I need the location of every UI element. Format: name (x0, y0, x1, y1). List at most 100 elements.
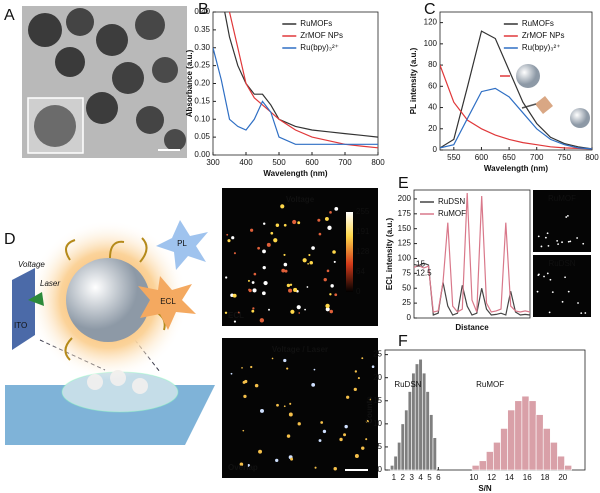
y-tick-label: 0 (407, 313, 412, 322)
spot (280, 204, 285, 209)
spot (325, 303, 330, 309)
y-tick-label: 0.30 (194, 43, 210, 52)
spot (537, 235, 540, 238)
spot (231, 236, 235, 240)
y-tick-label: 100 (398, 254, 412, 263)
spot (293, 287, 298, 293)
spot (227, 239, 231, 243)
panel-label: B (198, 1, 209, 18)
spot (333, 467, 337, 471)
x-axis-label: Wavelength (nm) (263, 169, 327, 178)
spot (569, 240, 572, 243)
spot (288, 412, 293, 417)
spot (297, 422, 301, 426)
spot (275, 223, 280, 227)
inset-label: RuDSN (548, 259, 575, 268)
inset-image (533, 255, 591, 317)
spot (262, 266, 266, 270)
y-tick-label: 0.05 (194, 132, 210, 141)
y-tick-label: 0.35 (194, 25, 210, 34)
spot (318, 232, 322, 236)
spot (547, 244, 550, 247)
spot (253, 272, 257, 276)
x-tick-label: 4 (418, 473, 423, 482)
schematic-label: ECL (160, 297, 176, 306)
spot (344, 424, 348, 429)
spot (343, 433, 347, 437)
spot (576, 237, 579, 239)
spot (304, 308, 306, 311)
legend-label: ZrMOF NPs (522, 31, 565, 40)
spot (290, 457, 294, 461)
x-tick-label: 550 (447, 153, 461, 162)
x-tick-label: 800 (585, 153, 599, 162)
schematic (5, 220, 215, 445)
spot (326, 269, 330, 273)
spot (567, 290, 570, 293)
spot (546, 272, 549, 275)
spot (283, 262, 288, 267)
legend-label: RuDSN (438, 197, 465, 206)
legend-label: ZrMOF NPs (300, 31, 343, 40)
colorbar-label: 255 (356, 207, 370, 216)
spot (290, 309, 295, 314)
series-line (414, 192, 530, 313)
tem-image (22, 6, 187, 158)
y-tick-label: 0.40 (194, 7, 210, 16)
spot (544, 236, 547, 239)
spot (333, 260, 336, 263)
hist-bar (507, 409, 516, 471)
spot (330, 284, 334, 288)
y-axis-label: Absorbance (a.u.) (185, 49, 194, 117)
x-axis-label: S/N (478, 484, 492, 493)
spot (543, 275, 545, 278)
spot (537, 274, 540, 277)
x-tick-label: 5 (427, 473, 432, 482)
y-tick-label: 0 (433, 145, 438, 154)
colorbar-label: 128 (356, 247, 370, 256)
hist-bar (535, 414, 544, 471)
spot (577, 302, 579, 304)
spot (289, 402, 292, 405)
spot (564, 276, 566, 279)
x-tick-label: 700 (530, 153, 544, 162)
x-tick-label: 800 (371, 158, 385, 167)
hist-bar (429, 414, 434, 471)
x-tick-label: 300 (206, 158, 220, 167)
spot (296, 305, 301, 310)
hist-bar (471, 465, 480, 471)
spot (329, 211, 332, 214)
spot (297, 221, 301, 225)
spot (546, 232, 549, 235)
spot (334, 207, 339, 211)
spot (283, 223, 287, 227)
spot (284, 269, 288, 273)
spot (566, 214, 569, 217)
legend-label: Ru(bpy)₃²⁺ (522, 43, 561, 52)
spot (230, 372, 233, 375)
spot (263, 280, 268, 286)
icons (500, 64, 590, 128)
spot (251, 309, 255, 313)
spot (260, 408, 264, 413)
spot (262, 222, 266, 225)
schematic-label: PL (177, 239, 187, 248)
spot (308, 253, 311, 257)
spot (283, 405, 286, 408)
spot (540, 245, 543, 248)
spot (252, 307, 255, 310)
x-axis-label: Distance (455, 323, 489, 332)
hist-bar (486, 451, 494, 471)
spot (224, 311, 228, 315)
x-tick-label: 1 (392, 473, 397, 482)
y-tick-label: 0.20 (194, 79, 210, 88)
spot (247, 279, 250, 282)
spot (242, 429, 245, 432)
y-tick-label: 10 (373, 419, 382, 428)
x-tick-label: 2 (401, 473, 406, 482)
hist-bar (493, 442, 501, 471)
spot (365, 438, 368, 441)
panel-label: F (398, 333, 408, 350)
hist-bar (564, 465, 572, 471)
